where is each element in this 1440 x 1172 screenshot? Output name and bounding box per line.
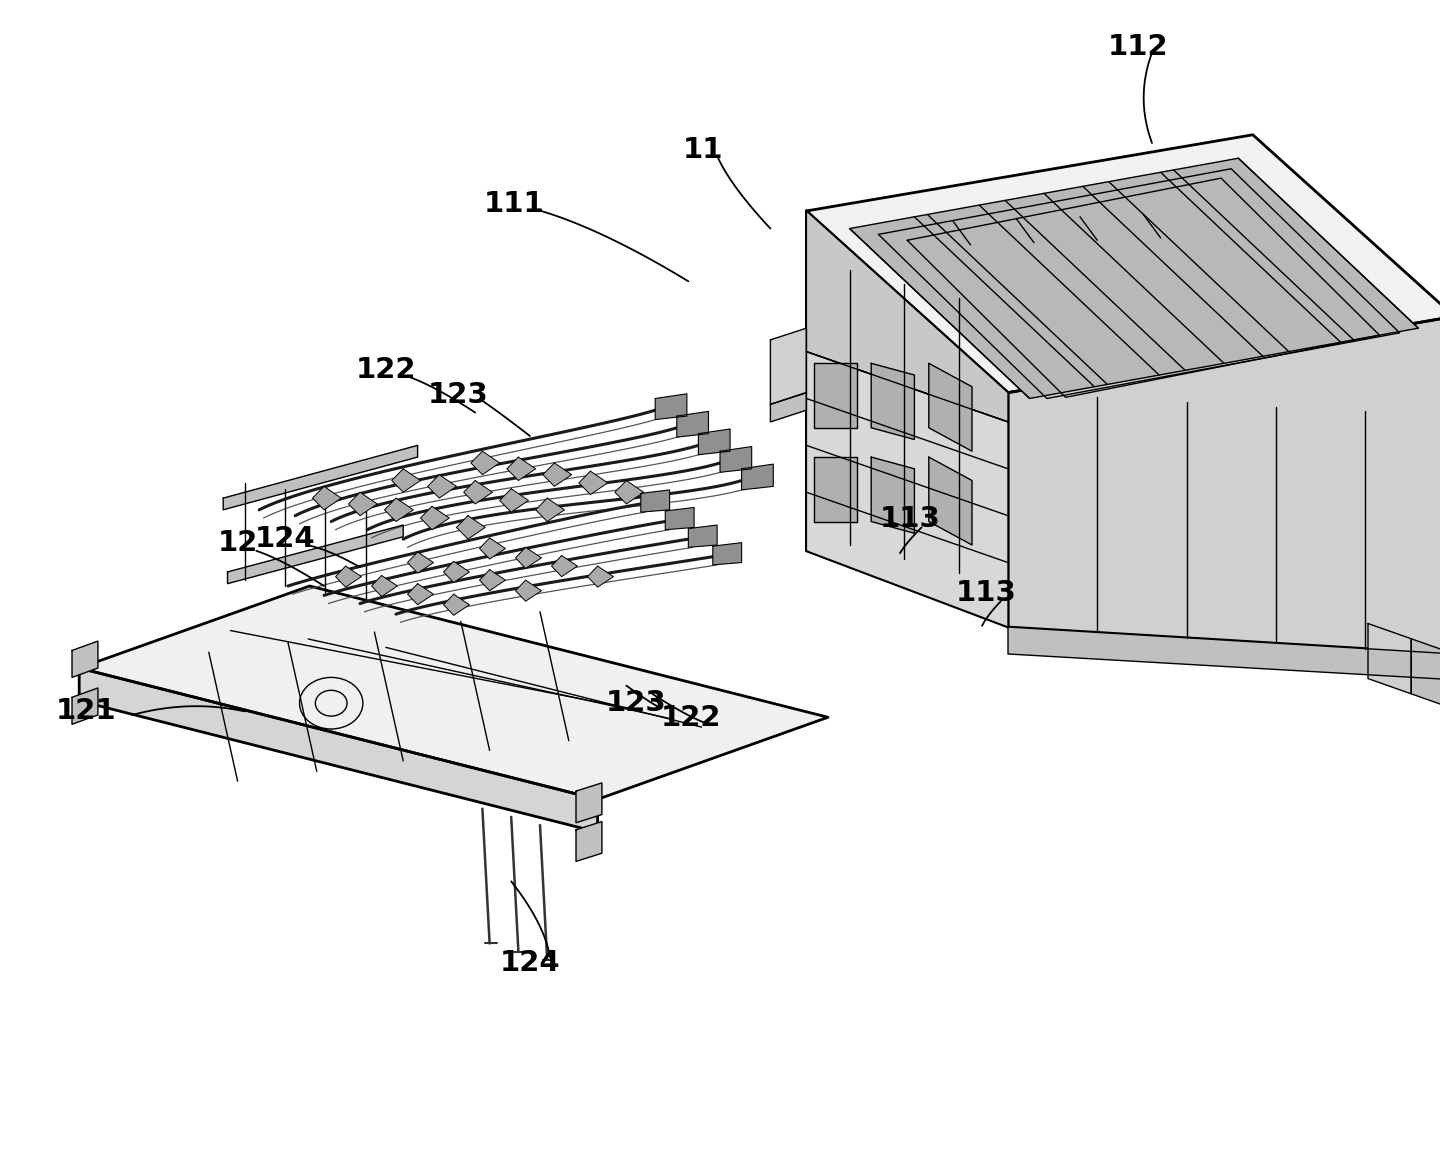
Polygon shape [536, 498, 564, 522]
Polygon shape [72, 641, 98, 677]
Text: 123: 123 [606, 689, 667, 717]
Text: 12: 12 [217, 529, 258, 557]
Polygon shape [929, 363, 972, 451]
Text: 111: 111 [484, 190, 544, 218]
Polygon shape [1008, 316, 1440, 654]
Text: 122: 122 [356, 356, 416, 384]
Polygon shape [806, 211, 1008, 627]
Polygon shape [588, 566, 613, 587]
Polygon shape [850, 158, 1418, 398]
Polygon shape [576, 822, 602, 861]
Polygon shape [806, 352, 1008, 627]
Polygon shape [79, 586, 828, 799]
Polygon shape [384, 498, 413, 522]
Polygon shape [770, 393, 806, 422]
Text: 124: 124 [255, 525, 315, 553]
Polygon shape [312, 486, 341, 510]
Polygon shape [655, 394, 687, 420]
Polygon shape [228, 525, 403, 584]
Polygon shape [814, 457, 857, 522]
Polygon shape [392, 469, 420, 492]
Text: 11: 11 [683, 136, 723, 164]
Polygon shape [713, 543, 742, 565]
Polygon shape [1008, 627, 1440, 680]
Text: 113: 113 [880, 505, 940, 533]
Polygon shape [1411, 639, 1440, 709]
Polygon shape [576, 783, 602, 823]
Polygon shape [871, 363, 914, 440]
Polygon shape [420, 506, 449, 530]
Polygon shape [742, 464, 773, 490]
Polygon shape [507, 457, 536, 481]
Polygon shape [444, 561, 469, 582]
Polygon shape [814, 363, 857, 428]
Text: 121: 121 [56, 697, 117, 725]
Polygon shape [579, 471, 608, 495]
Polygon shape [1368, 624, 1411, 694]
Polygon shape [408, 584, 433, 605]
Polygon shape [806, 211, 1008, 422]
Polygon shape [688, 525, 717, 547]
Polygon shape [456, 516, 485, 539]
Text: 123: 123 [428, 381, 488, 409]
Polygon shape [348, 492, 377, 516]
Polygon shape [428, 475, 456, 498]
Polygon shape [464, 481, 492, 504]
Polygon shape [372, 575, 397, 597]
Polygon shape [615, 481, 644, 504]
Polygon shape [871, 457, 914, 533]
Polygon shape [480, 538, 505, 559]
Polygon shape [336, 566, 361, 587]
Polygon shape [79, 668, 598, 832]
Polygon shape [480, 570, 505, 591]
Text: 112: 112 [1107, 33, 1168, 61]
Polygon shape [665, 507, 694, 530]
Text: 124: 124 [500, 949, 560, 977]
Polygon shape [471, 451, 500, 475]
Polygon shape [677, 411, 708, 437]
Polygon shape [444, 594, 469, 615]
Polygon shape [408, 552, 433, 573]
Polygon shape [543, 463, 572, 486]
Polygon shape [720, 447, 752, 472]
Polygon shape [516, 547, 541, 568]
Polygon shape [223, 445, 418, 510]
Polygon shape [500, 489, 528, 512]
Text: 122: 122 [661, 704, 721, 732]
Polygon shape [516, 580, 541, 601]
Polygon shape [770, 328, 806, 404]
Polygon shape [929, 457, 972, 545]
Polygon shape [806, 135, 1440, 393]
Text: 113: 113 [956, 579, 1017, 607]
Polygon shape [698, 429, 730, 455]
Polygon shape [641, 490, 670, 512]
Polygon shape [72, 688, 98, 724]
Polygon shape [552, 556, 577, 577]
